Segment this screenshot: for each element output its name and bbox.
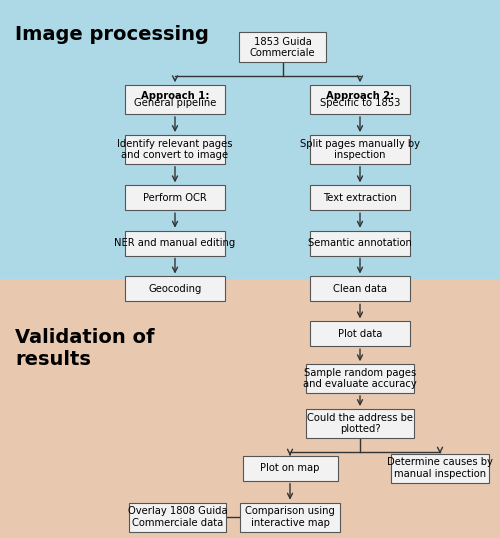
Bar <box>0 0 500 279</box>
Text: Geocoding: Geocoding <box>148 284 202 294</box>
FancyBboxPatch shape <box>240 502 340 532</box>
FancyBboxPatch shape <box>128 502 226 532</box>
FancyBboxPatch shape <box>310 277 410 301</box>
Bar <box>0 279 500 538</box>
FancyBboxPatch shape <box>310 185 410 210</box>
Text: Specific to 1853: Specific to 1853 <box>320 98 400 108</box>
Text: Text extraction: Text extraction <box>323 193 397 203</box>
FancyBboxPatch shape <box>310 321 410 346</box>
FancyBboxPatch shape <box>306 364 414 393</box>
FancyBboxPatch shape <box>125 85 225 114</box>
Text: Could the address be
plotted?: Could the address be plotted? <box>307 413 413 434</box>
Text: Semantic annotation: Semantic annotation <box>308 238 412 248</box>
FancyBboxPatch shape <box>391 454 489 483</box>
Text: Identify relevant pages
and convert to image: Identify relevant pages and convert to i… <box>117 139 233 160</box>
FancyBboxPatch shape <box>310 231 410 256</box>
Text: Comparison using
interactive map: Comparison using interactive map <box>245 506 335 528</box>
Text: Plot data: Plot data <box>338 329 382 339</box>
Text: Determine causes by
manual inspection: Determine causes by manual inspection <box>387 457 493 479</box>
FancyBboxPatch shape <box>125 185 225 210</box>
Text: Split pages manually by
inspection: Split pages manually by inspection <box>300 139 420 160</box>
Text: Perform OCR: Perform OCR <box>143 193 207 203</box>
Text: Approach 1:: Approach 1: <box>141 91 209 101</box>
FancyBboxPatch shape <box>310 135 410 164</box>
Text: NER and manual editing: NER and manual editing <box>114 238 236 248</box>
FancyBboxPatch shape <box>125 135 225 164</box>
FancyBboxPatch shape <box>306 409 414 438</box>
Text: Overlay 1808 Guida
Commerciale data: Overlay 1808 Guida Commerciale data <box>128 506 228 528</box>
FancyBboxPatch shape <box>242 456 338 481</box>
Text: 1853 Guida
Commerciale: 1853 Guida Commerciale <box>250 37 316 58</box>
FancyBboxPatch shape <box>125 277 225 301</box>
FancyBboxPatch shape <box>239 32 326 62</box>
FancyBboxPatch shape <box>125 231 225 256</box>
Text: General pipeline: General pipeline <box>134 98 216 108</box>
Text: Approach 2:: Approach 2: <box>326 91 394 101</box>
FancyBboxPatch shape <box>310 85 410 114</box>
Text: Image processing: Image processing <box>15 25 209 44</box>
Text: Sample random pages
and evaluate accuracy: Sample random pages and evaluate accurac… <box>303 368 417 390</box>
Text: Plot on map: Plot on map <box>260 463 320 473</box>
Text: Validation of
results: Validation of results <box>15 328 154 369</box>
Text: Clean data: Clean data <box>333 284 387 294</box>
